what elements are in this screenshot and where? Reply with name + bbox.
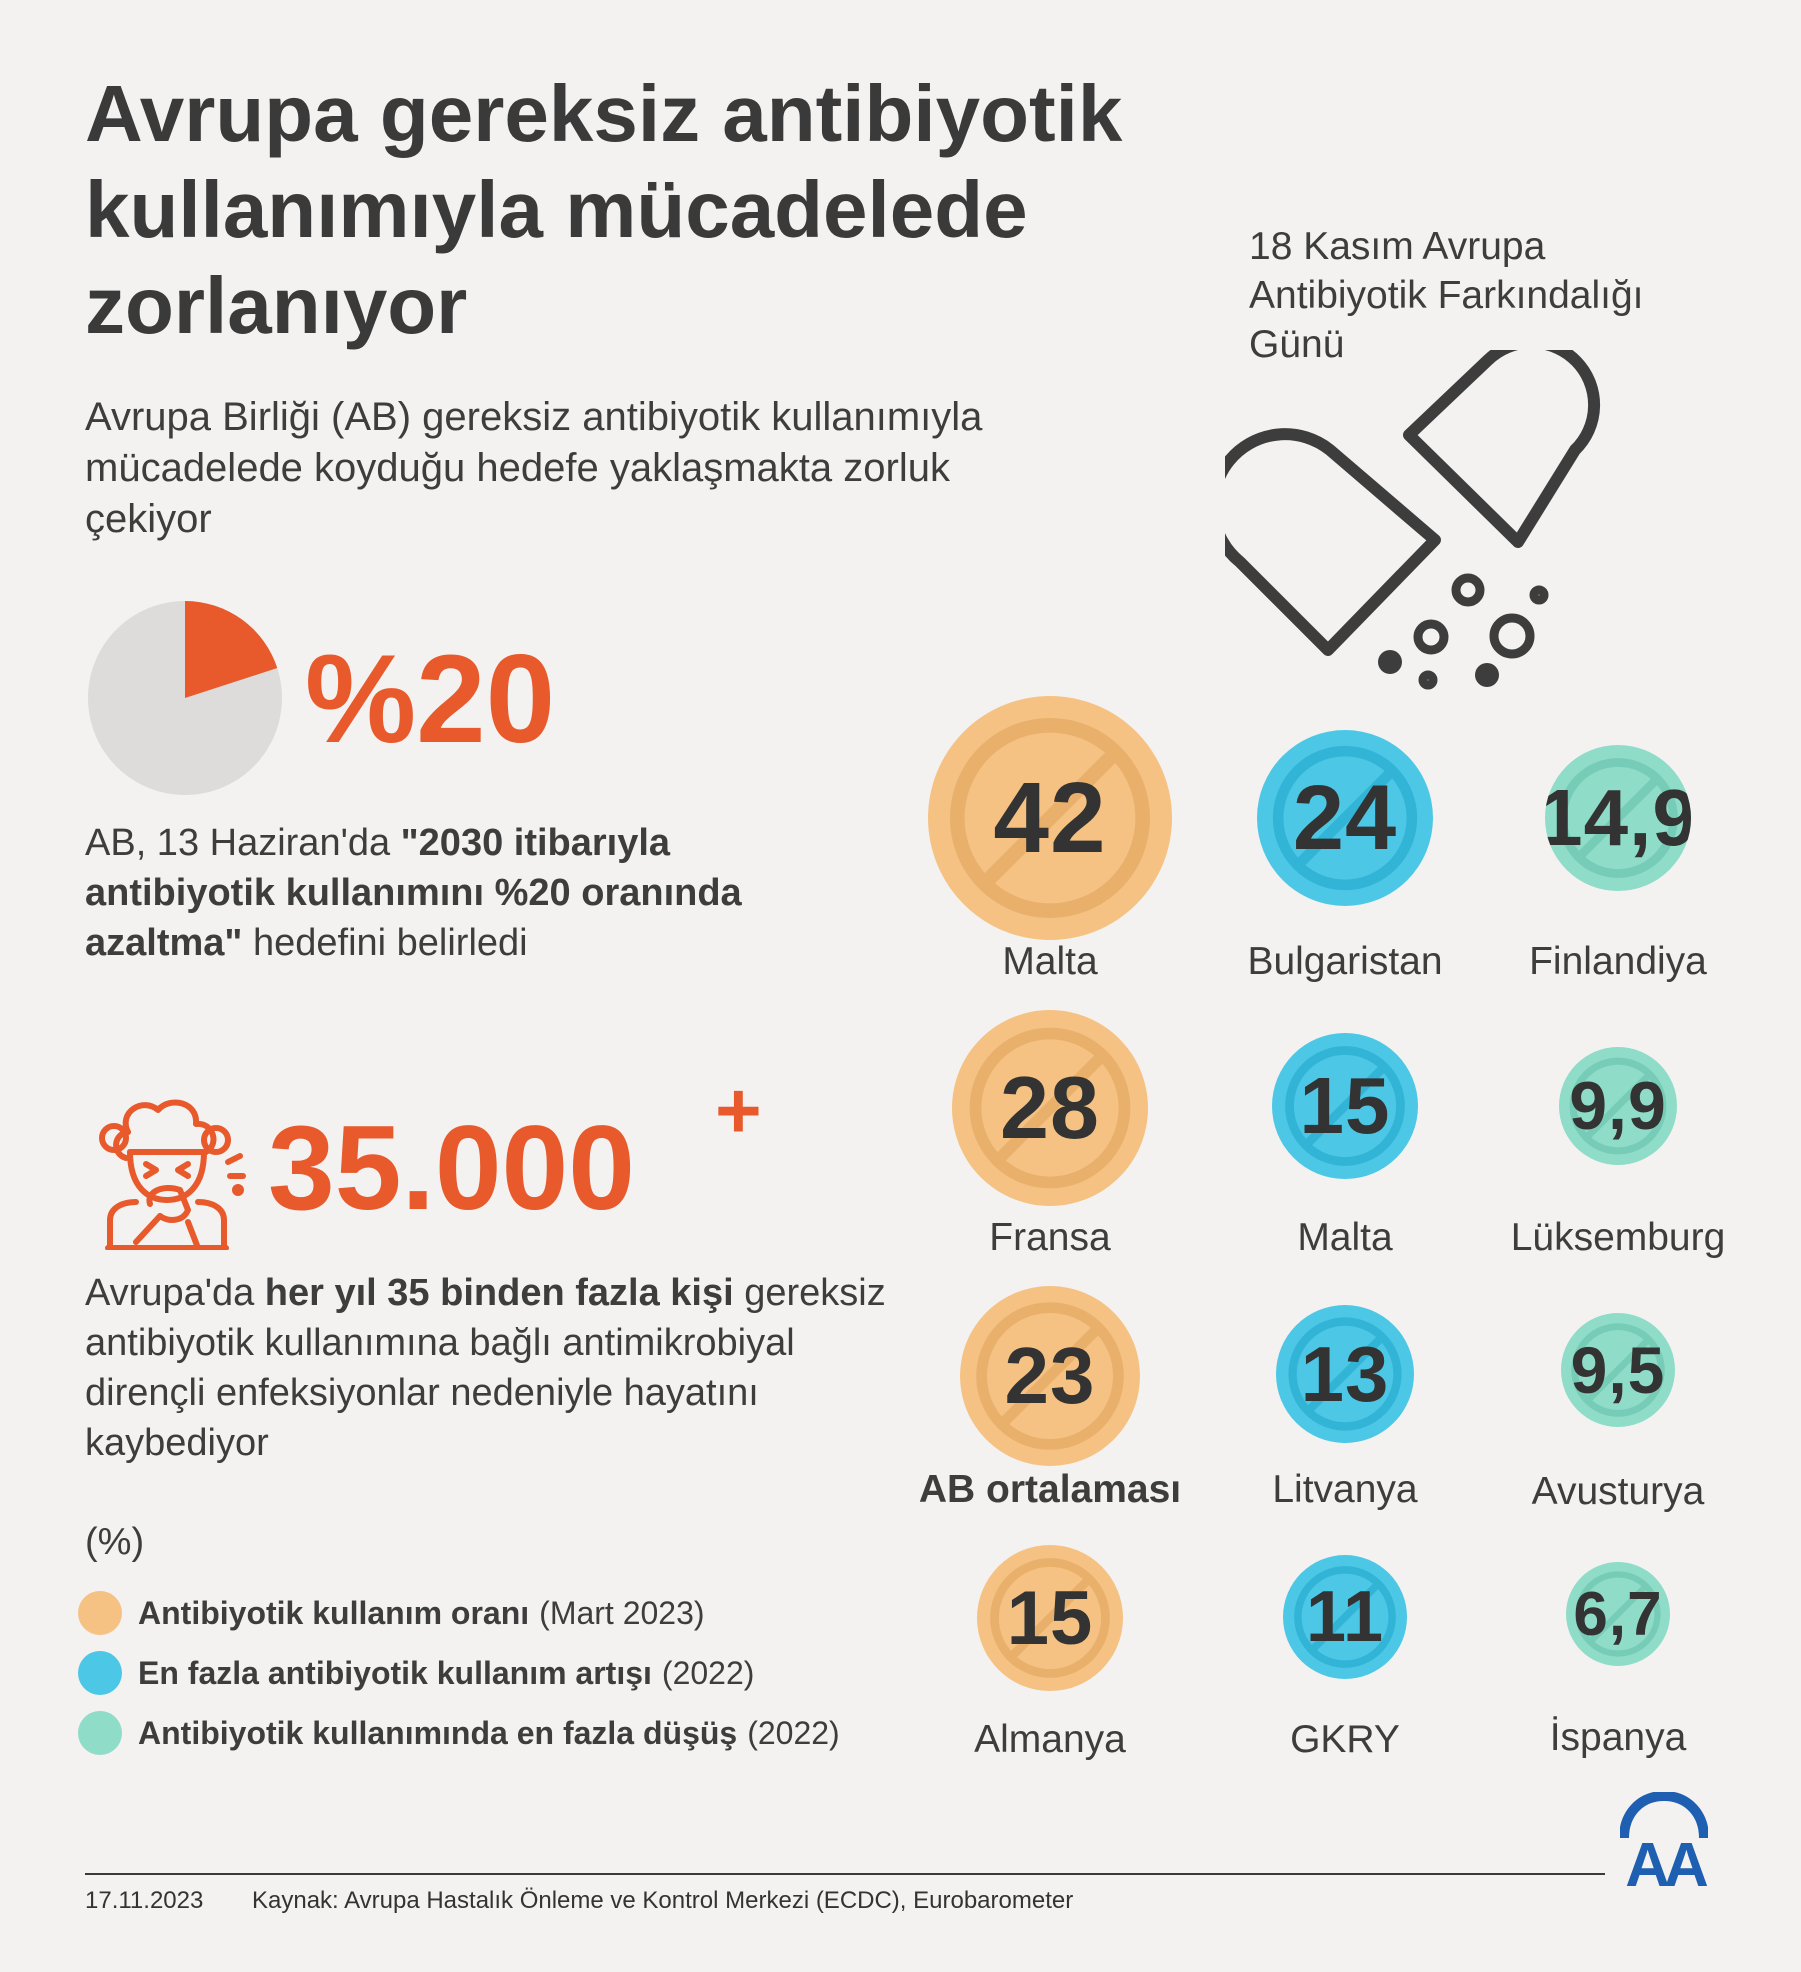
ban-icon [1285, 1046, 1405, 1166]
goal-text-suffix: hedefini belirledi [242, 922, 528, 964]
bubble-increase-3: 11 [1283, 1555, 1407, 1679]
deaths-text-prefix: Avrupa'da [85, 1272, 265, 1314]
legend-item-usage: Antibiyotik kullanım oranı (Mart 2023) [78, 1588, 705, 1638]
country-label-decrease-0: Finlandiya [1529, 940, 1707, 983]
capsule-icon [1225, 350, 1601, 690]
legend-bold-decrease: Antibiyotik kullanımında en fazla düşüş [138, 1714, 738, 1751]
bubble-value-increase-1: 15 [1299, 1061, 1391, 1150]
ban-icon [1294, 1566, 1396, 1668]
aa-logo: AA [1620, 1792, 1708, 1892]
country-label-usage-2: AB ortalaması [918, 1468, 1182, 1511]
deaths-text: Avrupa'da her yıl 35 binden fazla kişi g… [85, 1268, 905, 1468]
coughing-person-icon [99, 1099, 246, 1250]
bubble-usage-3: 15 [977, 1545, 1123, 1691]
deaths-text-bold: her yıl 35 binden fazla kişi [264, 1272, 734, 1314]
bubble-value-decrease-1: 9,9 [1569, 1068, 1667, 1144]
country-label-usage-1: Fransa [989, 1216, 1111, 1259]
bubble-value-increase-2: 13 [1300, 1329, 1390, 1418]
ban-icon [1272, 745, 1418, 891]
bubble-increase-1: 15 [1272, 1033, 1418, 1179]
bubble-increase-2: 13 [1276, 1305, 1414, 1443]
goal-pie-chart [88, 601, 282, 795]
legend-normal-decrease: (2022) [747, 1714, 840, 1751]
legend-dot-decrease [78, 1711, 122, 1755]
deaths-text-suffix: gereksiz antibiyotik kullanımına bağlı a… [85, 1272, 886, 1464]
country-label-increase-3: GKRY [1290, 1718, 1400, 1761]
bubble-value-usage-1: 28 [1000, 1058, 1100, 1157]
legend-normal-usage: (Mart 2023) [539, 1594, 705, 1631]
bubble-decrease-0: 14,9 [1545, 745, 1691, 891]
subtitle: Avrupa Birliği (AB) gereksiz antibiyotik… [85, 395, 983, 541]
legend-bold-increase: En fazla antibiyotik kullanım artışı [138, 1654, 652, 1691]
deaths-number: 35.000 [268, 1101, 636, 1235]
ban-icon [1569, 1057, 1667, 1155]
ban-icon [990, 1558, 1110, 1678]
legend-dot-usage [78, 1591, 122, 1635]
bubble-value-usage-0: 42 [993, 761, 1107, 874]
legend-item-decrease: Antibiyotik kullanımında en fazla düşüş … [78, 1708, 840, 1758]
legend-dot-increase [78, 1651, 122, 1695]
bubble-value-decrease-3: 6,7 [1573, 1579, 1663, 1649]
bubble-decrease-2: 9,5 [1561, 1313, 1675, 1427]
ban-icon [1571, 1323, 1665, 1417]
goal-text-prefix: AB, 13 Haziran'da [85, 822, 401, 864]
country-label-decrease-3: İspanya [1549, 1716, 1687, 1759]
bubble-value-usage-3: 15 [1006, 1575, 1094, 1661]
country-label-increase-0: Bulgaristan [1247, 940, 1443, 983]
bubble-value-decrease-2: 9,5 [1570, 1333, 1666, 1407]
country-label-usage-0: Malta [1002, 940, 1098, 983]
ban-icon [949, 717, 1151, 919]
legend-item-increase: En fazla antibiyotik kullanım artışı (20… [78, 1648, 754, 1698]
footer-divider [85, 1873, 1605, 1875]
legend-normal-increase: (2022) [661, 1654, 755, 1691]
bubble-value-increase-3: 11 [1305, 1577, 1385, 1657]
ban-icon [969, 1027, 1131, 1189]
legend-bold-usage: Antibiyotik kullanım oranı [138, 1594, 530, 1631]
bubble-value-decrease-0: 14,9 [1545, 773, 1691, 862]
ban-icon [1558, 758, 1678, 878]
goal-percent: %20 [305, 630, 556, 769]
goal-text-bold: "2030 itibarıyla antibiyotik kullanımını… [85, 822, 742, 964]
bubble-usage-1: 28 [952, 1010, 1148, 1206]
unit-label: (%) [85, 1521, 145, 1563]
bubble-value-usage-2: 23 [1004, 1331, 1096, 1420]
bubble-usage-2: 23 [960, 1286, 1140, 1466]
plus-sign: + [715, 1066, 762, 1155]
country-label-usage-3: Almanya [974, 1718, 1126, 1761]
bubble-usage-0: 42 [928, 696, 1172, 940]
pie-target-slice [185, 601, 278, 698]
goal-text: AB, 13 Haziran'da "2030 itibarıyla antib… [85, 818, 765, 968]
country-label-increase-2: Litvanya [1272, 1468, 1418, 1511]
aa-logo-text: AA [1625, 1831, 1708, 1892]
country-label-increase-1: Malta [1297, 1216, 1393, 1259]
footer-source: Kaynak: Avrupa Hastalık Önleme ve Kontro… [252, 1887, 1074, 1914]
page-title: Avrupa gereksiz antibiyotik kullanımıyla… [85, 69, 1123, 350]
bubble-decrease-3: 6,7 [1566, 1562, 1670, 1666]
ban-icon [1575, 1571, 1661, 1657]
bubble-value-increase-0: 24 [1292, 766, 1398, 869]
footer-date: 17.11.2023 [85, 1887, 204, 1914]
event-label: 18 Kasım Avrupa Antibiyotik Farkındalığı… [1249, 225, 1644, 366]
bubble-increase-0: 24 [1257, 730, 1433, 906]
country-label-decrease-2: Avusturya [1531, 1470, 1705, 1513]
country-label-decrease-1: Lüksemburg [1510, 1216, 1726, 1259]
ban-icon [1288, 1317, 1402, 1431]
bubble-decrease-1: 9,9 [1559, 1047, 1677, 1165]
ban-icon [976, 1302, 1124, 1450]
